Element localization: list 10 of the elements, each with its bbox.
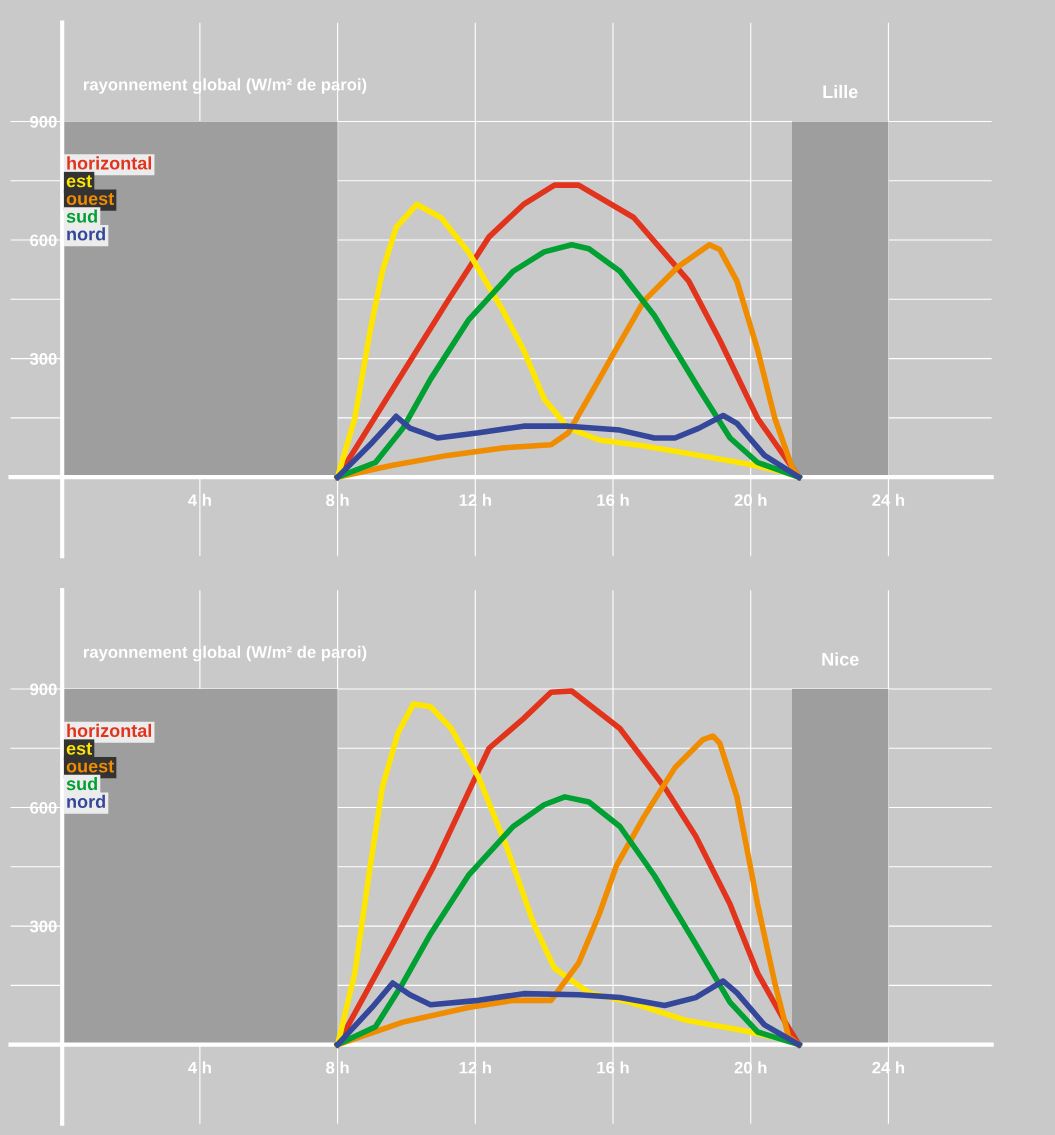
text: est: [66, 175, 92, 188]
text: sud: [66, 209, 97, 223]
text: ouest: [66, 193, 114, 206]
text: est: [66, 742, 92, 755]
text: horizontal: [67, 723, 152, 738]
text: sud: [66, 777, 97, 791]
text: ouest: [66, 760, 114, 773]
text: nord: [67, 227, 105, 241]
text: horizontal: [67, 156, 152, 170]
text: nord: [67, 794, 105, 809]
